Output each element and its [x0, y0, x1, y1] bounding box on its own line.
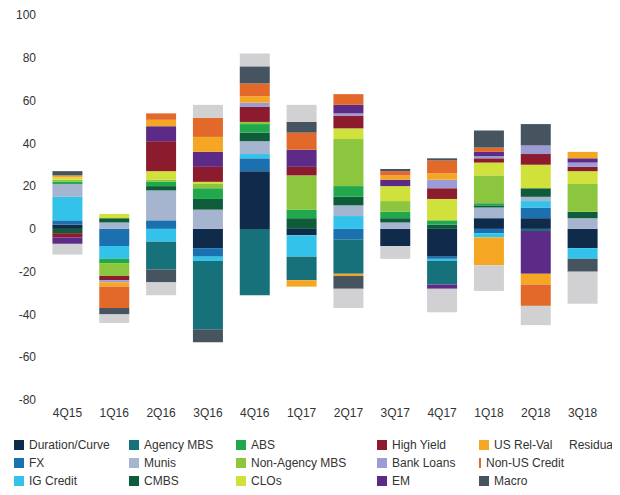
html-text:Non-US Credit: Non-US Credit: [486, 456, 564, 470]
html-text:Non-Agency MBS: Non-Agency MBS: [251, 456, 347, 470]
html-text:IG Credit: IG Credit: [29, 474, 77, 488]
svg-text:3Q16: 3Q16: [193, 406, 223, 420]
html-text:CLOs: CLOs: [251, 474, 282, 488]
html-text:Macro: Macro: [494, 474, 528, 488]
html-text:Bank Loans: Bank Loans: [392, 456, 456, 470]
svg-text:1Q16: 1Q16: [100, 406, 130, 420]
svg-text:2Q18: 2Q18: [521, 406, 551, 420]
svg-text:-20: -20: [19, 265, 37, 279]
html-text:Duration/Curve: Duration/Curve: [29, 438, 110, 452]
html-text:Agency MBS: Agency MBS: [144, 438, 214, 452]
html-text:EM: EM: [392, 474, 410, 488]
svg-text:40: 40: [23, 137, 37, 151]
svg-text:2Q16: 2Q16: [146, 406, 176, 420]
html-text:Residual: Residual: [569, 438, 616, 452]
svg-text:3Q17: 3Q17: [381, 406, 411, 420]
svg-text:100: 100: [16, 8, 36, 22]
svg-text:20: 20: [23, 179, 37, 193]
html-text:US Rel-Val: US Rel-Val: [494, 438, 553, 452]
html-text:CMBS: CMBS: [144, 474, 179, 488]
svg-text:0: 0: [29, 222, 36, 236]
html-text:FX: FX: [29, 456, 45, 470]
svg-text:60: 60: [23, 94, 37, 108]
svg-text:-40: -40: [19, 308, 37, 322]
svg-text:1Q18: 1Q18: [474, 406, 504, 420]
svg-text:4Q17: 4Q17: [427, 406, 457, 420]
html-text:Munis: Munis: [144, 456, 176, 470]
svg-text:4Q16: 4Q16: [240, 406, 270, 420]
svg-text:4Q15: 4Q15: [53, 406, 83, 420]
svg-text:-80: -80: [19, 393, 37, 407]
svg-text:2Q17: 2Q17: [334, 406, 364, 420]
svg-text:80: 80: [23, 51, 37, 65]
svg-text:-60: -60: [19, 350, 37, 364]
html-text:ABS: ABS: [251, 438, 275, 452]
svg-text:1Q17: 1Q17: [287, 406, 317, 420]
html-text:High Yield: High Yield: [392, 438, 446, 452]
svg-text:3Q18: 3Q18: [568, 406, 598, 420]
